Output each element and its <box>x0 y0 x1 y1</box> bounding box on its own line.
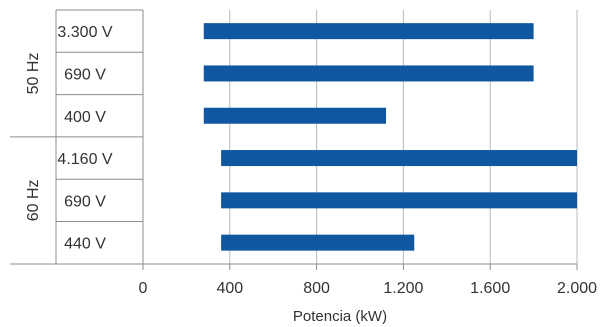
chart-gridlines <box>229 10 578 264</box>
x-tick-label: 1.600 <box>470 280 510 297</box>
category-label: 690 V <box>64 66 106 83</box>
x-tick-label: 2.000 <box>557 280 597 297</box>
bar <box>221 234 415 251</box>
group-labels: 50 Hz 60 Hz <box>25 53 42 222</box>
category-label: 690 V <box>64 193 106 210</box>
chart-axes <box>10 9 578 270</box>
category-label: 400 V <box>64 109 106 126</box>
bar <box>203 23 534 40</box>
x-tick-label: 800 <box>303 280 330 297</box>
bar <box>221 150 577 167</box>
group-label: 60 Hz <box>25 179 42 221</box>
x-axis-title: Potencia (kW) <box>293 308 387 325</box>
group-label: 50 Hz <box>25 53 42 95</box>
x-tick-label: 0 <box>139 280 148 297</box>
category-label: 3.300 V <box>57 24 112 41</box>
x-tick-label: 400 <box>216 280 243 297</box>
bar <box>221 192 577 209</box>
category-label: 440 V <box>64 236 106 253</box>
bar <box>203 107 387 124</box>
x-tick-label: 1.200 <box>383 280 423 297</box>
category-label: 4.160 V <box>57 151 112 168</box>
bar <box>203 65 534 82</box>
category-labels: 3.300 V 690 V 400 V 4.160 V 690 V 440 V <box>57 24 112 253</box>
chart-bars <box>203 23 577 251</box>
x-tick-labels: 0 400 800 1.200 1.600 2.000 <box>139 280 598 297</box>
